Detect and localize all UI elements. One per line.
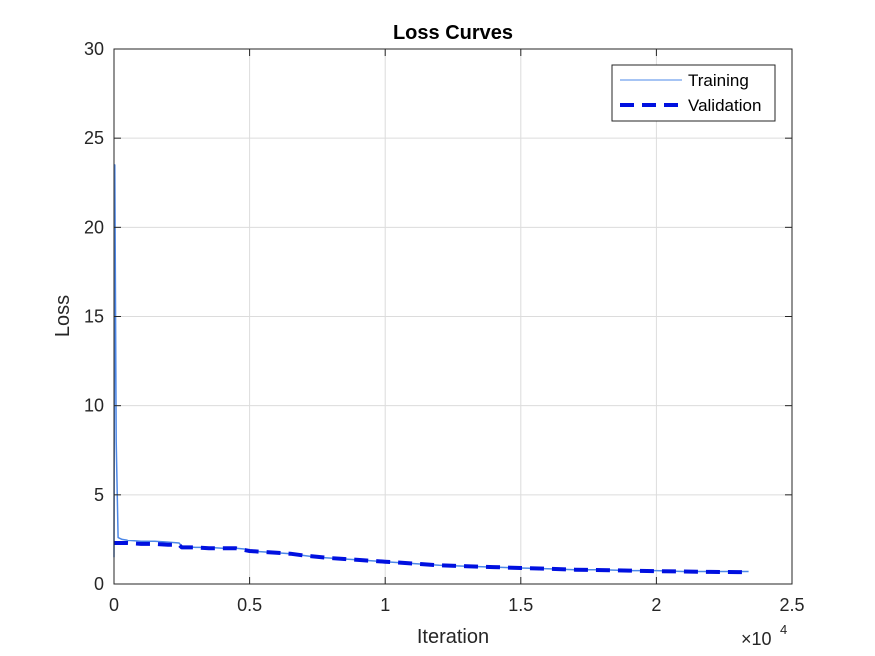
series-line-validation: [114, 541, 749, 575]
x-tick-label: 2.5: [779, 595, 804, 615]
y-tick-label: 15: [84, 307, 104, 327]
grid-lines: [113, 48, 793, 585]
y-tick-label: 10: [84, 396, 104, 416]
y-axis-title: Loss: [52, 295, 74, 337]
chart-title: Loss Curves: [393, 22, 513, 44]
legend: Training Validation: [611, 64, 776, 122]
x-exponent-power: 4: [780, 622, 787, 637]
x-tick-label: 0.5: [237, 595, 262, 615]
x-tick-label: 1.5: [508, 595, 533, 615]
legend-label-training: Training: [688, 71, 749, 90]
x-axis-title: Iteration: [417, 626, 489, 648]
axis-ticks: 0 0.5 1 1.5 2 2.5 0 5 10 15 20 25 30: [84, 39, 805, 615]
x-exponent-label: ×10 4: [741, 622, 787, 649]
x-tick-label: 2: [651, 595, 661, 615]
y-tick-label: 30: [84, 39, 104, 59]
x-exponent-base: ×10: [741, 629, 772, 649]
x-tick-label: 1: [380, 595, 390, 615]
y-tick-label: 5: [94, 485, 104, 505]
y-tick-label: 0: [94, 574, 104, 594]
series-lines: [113, 164, 749, 575]
y-tick-label: 25: [84, 128, 104, 148]
y-tick-label: 20: [84, 217, 104, 237]
legend-box: [611, 64, 776, 122]
x-tick-label: 0: [109, 595, 119, 615]
legend-label-validation: Validation: [688, 96, 761, 115]
